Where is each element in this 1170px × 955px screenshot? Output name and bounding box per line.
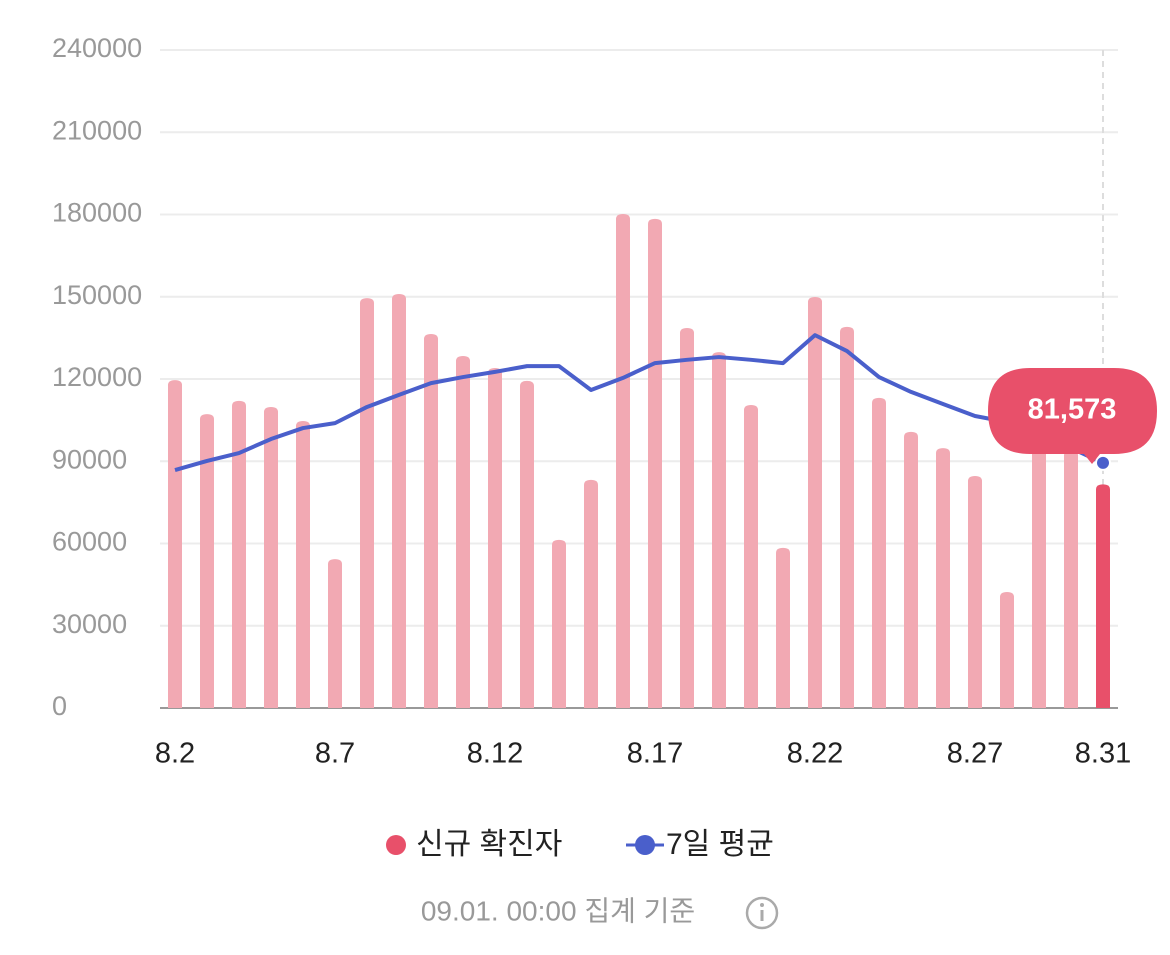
y-tick-label: 180000: [52, 198, 142, 228]
legend-label: 7일 평균: [666, 828, 774, 861]
bar: [360, 298, 374, 708]
average-point: [1095, 454, 1111, 471]
bar: [1000, 592, 1014, 708]
info-dot: [760, 903, 764, 907]
bar: [904, 431, 918, 708]
bar: [520, 380, 534, 708]
x-tick-label: 8.7: [315, 738, 355, 770]
bar: [456, 355, 470, 708]
legend-swatch: [386, 835, 406, 855]
x-tick-label: 8.12: [467, 738, 523, 770]
y-tick-label: 240000: [52, 33, 142, 63]
y-tick-label: 120000: [52, 362, 142, 392]
legend-swatch: [635, 835, 655, 855]
bar: [1064, 450, 1078, 708]
data-label: 81,573: [1028, 394, 1117, 426]
info-stem: [760, 910, 764, 921]
bar: [872, 397, 886, 708]
average-line: [174, 333, 1104, 472]
info-circle[interactable]: [745, 896, 779, 930]
tooltip: 81,573: [988, 368, 1157, 464]
info-icon[interactable]: [745, 896, 779, 930]
bar: [808, 297, 822, 708]
bar: [552, 539, 566, 708]
bar: [680, 328, 694, 708]
bar: [616, 213, 630, 708]
x-tick-label: 8.22: [787, 738, 843, 770]
bar: [296, 420, 310, 708]
bar: [1096, 484, 1110, 708]
tooltip-box: [988, 368, 1157, 464]
y-tick-label: 30000: [52, 609, 127, 639]
bar: [424, 334, 438, 708]
x-tick-label: 8.31: [1075, 738, 1131, 770]
x-tick-label: 8.17: [627, 738, 683, 770]
bar: [200, 414, 214, 708]
bar: [328, 559, 342, 708]
bar: [392, 294, 406, 708]
bar: [936, 448, 950, 708]
x-tick-label: 8.2: [155, 738, 195, 770]
bar: [712, 352, 726, 708]
y-tick-label: 150000: [52, 280, 142, 310]
bar: [776, 547, 790, 708]
y-tick-label: 90000: [52, 444, 127, 474]
y-tick-label: 60000: [52, 527, 127, 557]
bar: [168, 380, 182, 708]
bar: [1032, 439, 1046, 708]
footnote: 09.01. 00:00 집계 기준: [421, 895, 695, 926]
bar: [584, 479, 598, 708]
bar: [968, 476, 982, 708]
y-tick-label: 0: [52, 691, 67, 721]
bar: [488, 368, 502, 708]
bar: [744, 405, 758, 708]
legend-label: 신규 확진자: [416, 828, 562, 861]
x-tick-label: 8.27: [947, 738, 1003, 770]
bar: [232, 400, 246, 708]
y-tick-label: 210000: [52, 115, 142, 145]
bar: [264, 406, 278, 708]
bar: [840, 326, 854, 708]
bar: [648, 218, 662, 709]
